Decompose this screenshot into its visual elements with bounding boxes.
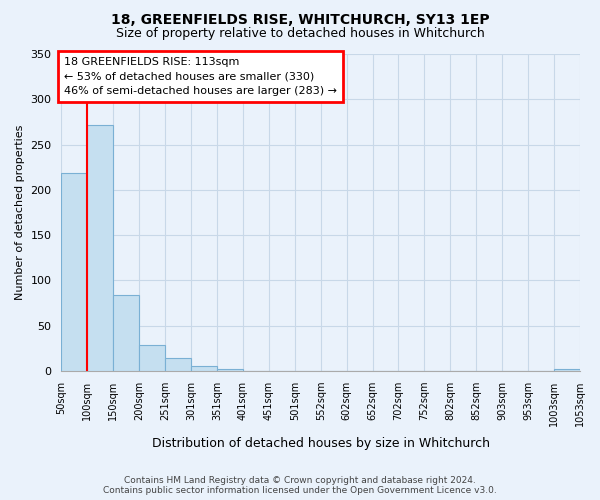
Bar bbox=[88, 124, 113, 371]
Text: Size of property relative to detached houses in Whitchurch: Size of property relative to detached ho… bbox=[116, 28, 484, 40]
Bar bbox=[61, 174, 88, 371]
Bar bbox=[554, 369, 580, 371]
Text: 18, GREENFIELDS RISE, WHITCHURCH, SY13 1EP: 18, GREENFIELDS RISE, WHITCHURCH, SY13 1… bbox=[110, 12, 490, 26]
Bar bbox=[217, 369, 243, 371]
Text: Contains HM Land Registry data © Crown copyright and database right 2024.
Contai: Contains HM Land Registry data © Crown c… bbox=[103, 476, 497, 495]
Bar bbox=[139, 344, 165, 371]
Y-axis label: Number of detached properties: Number of detached properties bbox=[15, 124, 25, 300]
Bar bbox=[165, 358, 191, 371]
Bar bbox=[191, 366, 217, 371]
Text: 18 GREENFIELDS RISE: 113sqm
← 53% of detached houses are smaller (330)
46% of se: 18 GREENFIELDS RISE: 113sqm ← 53% of det… bbox=[64, 56, 337, 96]
Bar bbox=[113, 295, 139, 371]
X-axis label: Distribution of detached houses by size in Whitchurch: Distribution of detached houses by size … bbox=[152, 437, 490, 450]
